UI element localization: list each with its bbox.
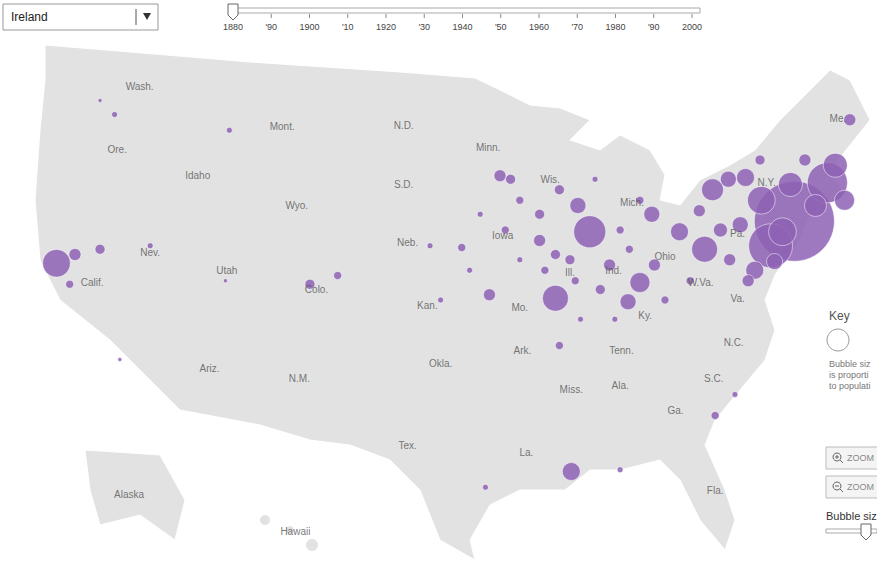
svg-text:N.C.: N.C. <box>724 337 744 348</box>
svg-text:Tenn.: Tenn. <box>609 345 633 356</box>
svg-text:Tex.: Tex. <box>398 440 416 451</box>
svg-text:Ore.: Ore. <box>107 144 126 155</box>
svg-text:Bubble siz: Bubble siz <box>829 359 871 369</box>
svg-text:Wyo.: Wyo. <box>285 200 308 211</box>
svg-text:1900: 1900 <box>299 22 319 32</box>
svg-text:Wis.: Wis. <box>540 174 559 185</box>
svg-text:N.D.: N.D. <box>394 120 414 131</box>
svg-text:Key: Key <box>829 309 850 323</box>
svg-text:1880: 1880 <box>223 22 243 32</box>
svg-text:Ark.: Ark. <box>514 345 532 356</box>
svg-text:Hawaii: Hawaii <box>280 526 310 537</box>
svg-text:Mont.: Mont. <box>270 121 295 132</box>
svg-text:1920: 1920 <box>376 22 396 32</box>
svg-text:Utah: Utah <box>216 265 237 276</box>
svg-text:is proporti: is proporti <box>829 370 869 380</box>
svg-text:Nev.: Nev. <box>140 247 160 258</box>
svg-text:Minn.: Minn. <box>476 142 500 153</box>
svg-text:Idaho: Idaho <box>185 170 210 181</box>
svg-text:Iowa: Iowa <box>492 230 514 241</box>
svg-text:'30: '30 <box>418 22 430 32</box>
svg-text:S.C.: S.C. <box>704 373 723 384</box>
svg-text:Miss.: Miss. <box>560 384 583 395</box>
svg-text:'90: '90 <box>265 22 277 32</box>
svg-text:La.: La. <box>519 447 533 458</box>
svg-text:1980: 1980 <box>605 22 625 32</box>
svg-text:W.Va.: W.Va. <box>688 277 714 288</box>
svg-text:N.Y.: N.Y. <box>758 177 776 188</box>
svg-text:'90: '90 <box>648 22 660 32</box>
svg-text:Alaska: Alaska <box>114 489 144 500</box>
svg-text:Ariz.: Ariz. <box>200 363 220 374</box>
svg-text:to populati: to populati <box>829 381 871 391</box>
svg-text:Wash.: Wash. <box>126 81 154 92</box>
svg-text:Bubble siz: Bubble siz <box>826 510 877 522</box>
svg-text:Ky.: Ky. <box>638 310 652 321</box>
svg-text:Va.: Va. <box>730 293 744 304</box>
svg-text:Pa.: Pa. <box>730 228 745 239</box>
svg-text:'70: '70 <box>571 22 583 32</box>
svg-text:Fla.: Fla. <box>707 485 724 496</box>
svg-text:ZOOM: ZOOM <box>847 482 874 492</box>
svg-text:S.D.: S.D. <box>394 179 413 190</box>
svg-text:Calif.: Calif. <box>81 277 104 288</box>
svg-text:2000: 2000 <box>682 22 702 32</box>
svg-text:Kan.: Kan. <box>417 300 438 311</box>
svg-text:Ala.: Ala. <box>612 380 629 391</box>
svg-text:Me.: Me. <box>830 113 847 124</box>
svg-text:Mo.: Mo. <box>511 302 528 313</box>
svg-text:N.M.: N.M. <box>289 373 310 384</box>
svg-text:Okla.: Okla. <box>429 358 452 369</box>
svg-text:'10: '10 <box>342 22 354 32</box>
svg-text:Ga.: Ga. <box>667 405 683 416</box>
svg-text:1960: 1960 <box>529 22 549 32</box>
svg-text:Neb.: Neb. <box>397 237 418 248</box>
svg-text:Ireland: Ireland <box>11 10 48 24</box>
svg-text:Ind.: Ind. <box>605 265 622 276</box>
svg-text:1940: 1940 <box>452 22 472 32</box>
svg-text:Ohio: Ohio <box>654 251 676 262</box>
svg-text:Ill.: Ill. <box>565 267 575 278</box>
svg-text:'50: '50 <box>495 22 507 32</box>
svg-text:Colo.: Colo. <box>305 284 328 295</box>
svg-text:Mich.: Mich. <box>620 197 644 208</box>
svg-text:ZOOM: ZOOM <box>847 453 874 463</box>
